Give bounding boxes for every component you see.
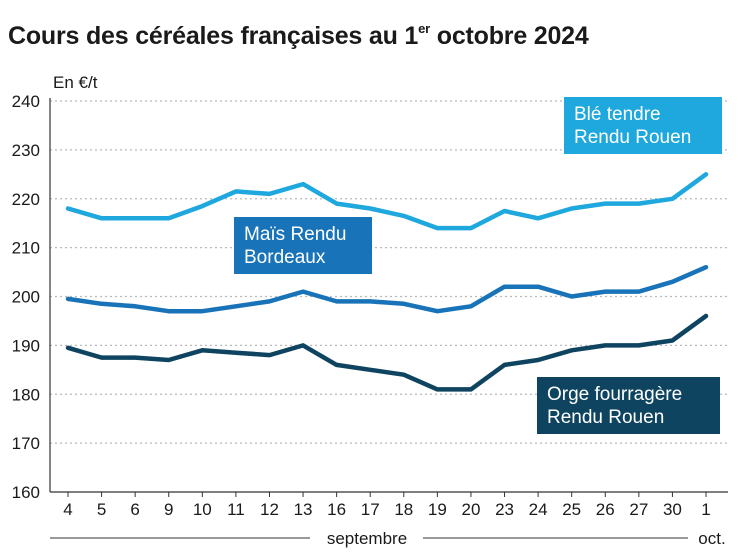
x-tick-label: 20 xyxy=(461,500,480,519)
y-axis-label: En €/t xyxy=(53,73,98,92)
y-tick-label: 240 xyxy=(12,92,40,111)
x-tick-label: 26 xyxy=(596,500,615,519)
series-label-text: Blé tendre xyxy=(574,104,661,125)
chart-title-superscript: er xyxy=(418,20,430,36)
x-tick-label: 13 xyxy=(294,500,313,519)
x-tick-label: 19 xyxy=(428,500,447,519)
axes: En €/t xyxy=(49,73,728,493)
series-label-box xyxy=(234,217,372,274)
y-tick-label: 230 xyxy=(12,141,40,160)
chart-title-rest: octobre 2024 xyxy=(430,22,589,50)
x-tick-label: 27 xyxy=(629,500,648,519)
x-tick-label: 23 xyxy=(495,500,514,519)
y-tick-label: 210 xyxy=(12,239,40,258)
series-label-text: Bordeaux xyxy=(244,247,326,268)
series-label-text: Rendu Rouen xyxy=(574,127,691,148)
x-tick-label: 9 xyxy=(164,500,173,519)
x-tick-label: 12 xyxy=(260,500,279,519)
series-label-text: Rendu Rouen xyxy=(547,407,664,428)
y-tick-label: 160 xyxy=(12,483,40,502)
x-tick-label: 5 xyxy=(97,500,106,519)
chart-title: Cours des céréales françaises au 1er oct… xyxy=(8,20,589,51)
x-tick-labels: 4 5 6 9 10 11 12 13 16 17 18 19 20 23 24 25 26 27 30 1 xyxy=(63,492,711,519)
y-tick-label: 220 xyxy=(12,190,40,209)
series-label-box xyxy=(564,97,722,154)
x-tick-label: 17 xyxy=(361,500,380,519)
x-tick-label: 30 xyxy=(663,500,682,519)
month-label-september: septembre xyxy=(327,529,407,548)
month-axis: septembre oct. xyxy=(50,529,726,548)
series-lines xyxy=(65,172,709,392)
month-label-october: oct. xyxy=(698,529,725,548)
x-tick-label: 16 xyxy=(327,500,346,519)
y-tick-label: 200 xyxy=(12,288,40,307)
y-tick-label: 180 xyxy=(12,385,40,404)
x-tick-label: 25 xyxy=(562,500,581,519)
y-tick-labels: 160 170 180 190 200 210 220 230 240 xyxy=(12,92,40,502)
x-tick-label: 1 xyxy=(701,500,710,519)
x-tick-label: 24 xyxy=(529,500,548,519)
y-tick-label: 190 xyxy=(12,336,40,355)
series-line xyxy=(65,172,709,231)
x-tick-label: 4 xyxy=(63,500,72,519)
y-tick-label: 170 xyxy=(12,434,40,453)
x-tick-label: 18 xyxy=(394,500,413,519)
series-label-text: Maïs Rendu xyxy=(244,224,346,245)
series-line xyxy=(65,264,709,314)
x-tick-label: 6 xyxy=(130,500,139,519)
x-tick-label: 11 xyxy=(227,500,245,519)
series-label-text: Orge fourragère xyxy=(547,384,682,405)
series-line xyxy=(65,313,709,392)
x-tick-label: 10 xyxy=(193,500,212,519)
series-label-box xyxy=(537,377,720,434)
chart-title-main: Cours des céréales françaises au 1 xyxy=(8,22,419,50)
